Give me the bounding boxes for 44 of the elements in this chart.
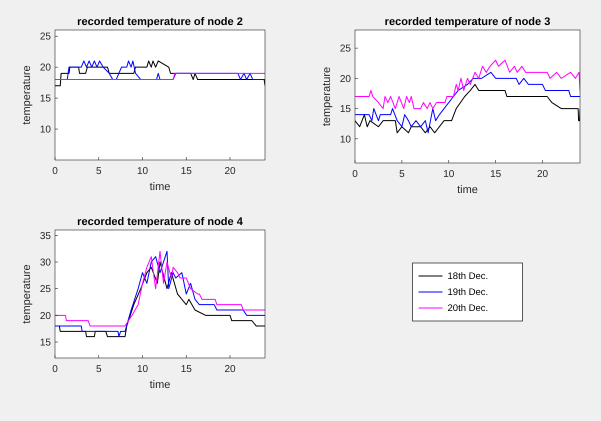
y-tick-label: 20	[40, 310, 52, 322]
x-tick-label: 10	[136, 364, 148, 375]
x-tick-label: 20	[224, 364, 236, 375]
x-tick-label: 0	[352, 169, 358, 180]
x-tick-label: 0	[52, 364, 58, 375]
x-tick-label: 15	[180, 364, 192, 375]
y-tick-label: 20	[340, 74, 352, 85]
y-axis-title: temperature	[21, 65, 33, 125]
line-series	[355, 84, 580, 134]
x-axis-title: time	[457, 184, 478, 196]
y-axis-title: temperature	[21, 264, 33, 324]
legend-label: 19th Dec.	[448, 287, 488, 298]
y-tick-label: 15	[40, 338, 52, 348]
chart-title: recorded temperature of node 3	[384, 16, 550, 28]
line-series	[355, 72, 580, 134]
chart-title: recorded temperature of node 4	[77, 216, 244, 228]
chart-title: recorded temperature of node 2	[77, 16, 243, 28]
y-tick-label: 15	[340, 104, 352, 116]
x-tick-label: 5	[96, 364, 102, 375]
y-tick-label: 30	[40, 258, 52, 268]
legend-label: 18th Dec.	[448, 271, 488, 282]
y-tick-label: 20	[40, 62, 52, 74]
x-tick-label: 15	[490, 169, 502, 180]
x-axis-title: time	[150, 379, 170, 391]
x-tick-label: 20	[536, 169, 548, 180]
x-tick-label: 15	[180, 166, 192, 177]
y-tick-label: 25	[40, 284, 52, 296]
x-tick-label: 10	[443, 169, 455, 180]
y-tick-label: 10	[40, 124, 52, 136]
x-tick-label: 20	[224, 166, 236, 177]
x-tick-label: 0	[52, 166, 58, 177]
legend-label: 20th Dec.	[448, 303, 488, 314]
line-series	[55, 60, 265, 86]
y-tick-label: 35	[40, 230, 52, 242]
x-tick-label: 10	[136, 166, 148, 177]
x-tick-label: 5	[96, 166, 102, 177]
y-axis-title: temperature	[321, 66, 333, 126]
y-tick-label: 10	[340, 134, 352, 146]
y-tick-label: 15	[40, 94, 52, 105]
y-tick-label: 25	[340, 44, 352, 55]
x-tick-label: 5	[399, 169, 406, 180]
x-axis-title: time	[150, 181, 170, 193]
line-series	[355, 60, 580, 110]
y-tick-label: 25	[40, 32, 52, 43]
